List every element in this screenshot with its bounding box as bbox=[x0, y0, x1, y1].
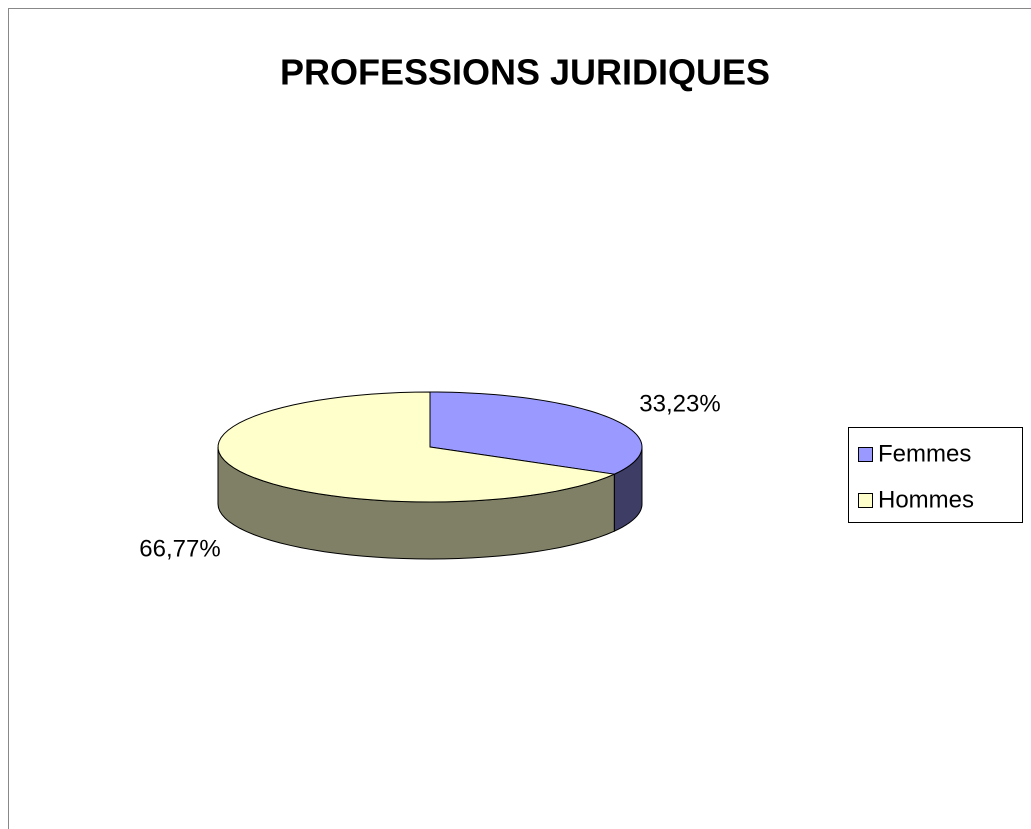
legend-swatch bbox=[858, 493, 873, 508]
legend-box bbox=[848, 427, 1023, 523]
data-label: 33,23% bbox=[639, 390, 720, 417]
slice bbox=[429, 391, 643, 475]
legend-label: Femmes bbox=[878, 440, 971, 467]
legend-swatch bbox=[858, 447, 873, 462]
chart-title: PROFESSIONS JURIDIQUES bbox=[280, 52, 770, 93]
data-label: 66,77% bbox=[139, 535, 220, 562]
legend-label: Hommes bbox=[878, 486, 974, 513]
slice bbox=[217, 391, 617, 503]
